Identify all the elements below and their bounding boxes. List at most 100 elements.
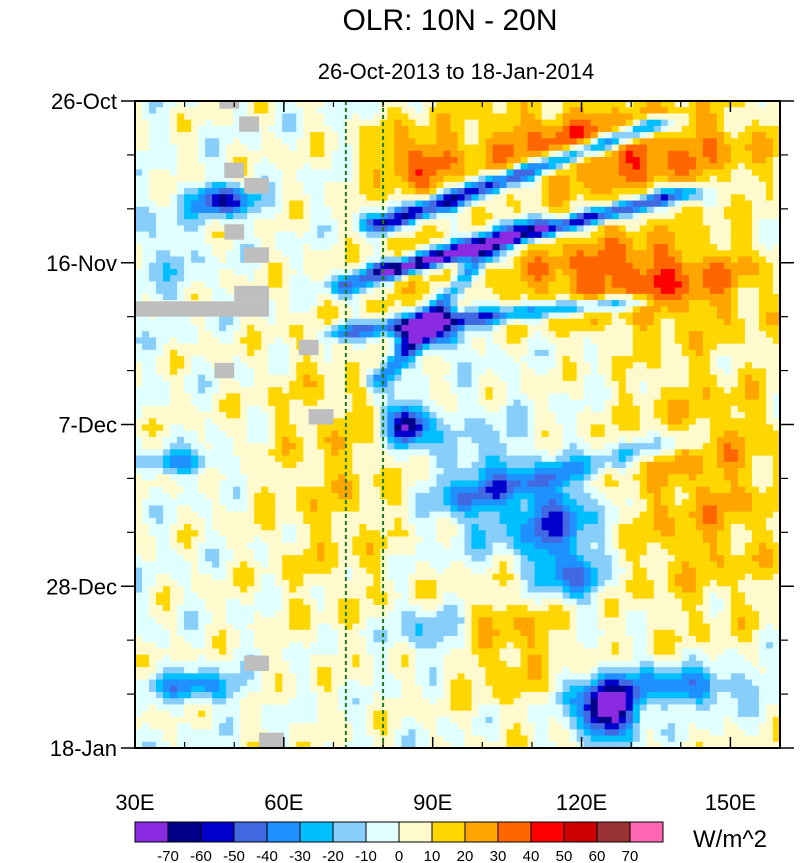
- field-cell: [331, 349, 339, 357]
- field-cell: [443, 119, 452, 127]
- field-cell: [499, 399, 508, 407]
- field-cell: [387, 256, 395, 264]
- field-cell: [226, 349, 234, 357]
- field-cell: [688, 343, 697, 351]
- field-cell: [380, 244, 388, 251]
- field-cell: [268, 412, 276, 419]
- field-cell: [548, 368, 557, 376]
- field-cell: [688, 119, 697, 127]
- field-cell: [772, 300, 780, 307]
- field-cell: [660, 144, 669, 152]
- field-cell: [541, 424, 550, 432]
- field-cell: [359, 380, 367, 388]
- field-cell: [513, 212, 522, 220]
- field-cell: [653, 368, 662, 376]
- field-cell: [506, 318, 515, 326]
- field-cell: [716, 225, 725, 233]
- field-cell: [499, 281, 508, 289]
- field-cell: [681, 212, 690, 220]
- field-cell: [590, 293, 599, 301]
- field-cell: [471, 206, 480, 214]
- field-cell: [471, 393, 480, 401]
- field-cell: [562, 237, 571, 245]
- field-cell: [632, 132, 641, 139]
- field-cell: [415, 250, 424, 258]
- field-cell: [212, 169, 220, 177]
- field-cell: [226, 387, 234, 394]
- field-cell: [394, 256, 403, 264]
- field-cell: [254, 318, 262, 326]
- field-cell: [506, 324, 515, 332]
- field-cell: [163, 125, 171, 133]
- field-cell: [702, 374, 711, 382]
- field-cell: [415, 256, 424, 264]
- field-cell: [555, 393, 564, 401]
- field-cell: [604, 393, 613, 401]
- field-cell: [611, 287, 620, 295]
- field-cell: [170, 212, 178, 220]
- field-cell: [366, 312, 374, 320]
- field-cell: [457, 181, 466, 189]
- field-cell: [170, 349, 178, 357]
- field-cell: [520, 300, 529, 307]
- field-cell: [422, 275, 431, 283]
- field-cell: [506, 331, 515, 338]
- field-cell: [163, 144, 171, 152]
- field-cell: [401, 275, 410, 283]
- field-cell: [205, 262, 213, 270]
- field-cell: [590, 181, 599, 189]
- field-cell: [646, 430, 655, 438]
- field-cell: [639, 181, 648, 189]
- field-cell: [366, 125, 374, 133]
- field-cell: [471, 362, 480, 370]
- field-cell: [604, 312, 613, 320]
- field-cell: [149, 163, 157, 171]
- field-cell: [219, 337, 227, 345]
- field-cell: [450, 293, 459, 301]
- field-cell: [695, 237, 704, 245]
- field-cell: [464, 212, 473, 220]
- field-cell: [569, 312, 578, 320]
- field-cell: [212, 412, 220, 419]
- field-cell: [702, 430, 711, 438]
- field-cell: [275, 175, 283, 183]
- field-cell: [471, 268, 480, 276]
- field-cell: [268, 387, 276, 394]
- field-cell: [282, 206, 290, 214]
- field-cell: [170, 169, 178, 177]
- field-cell: [163, 405, 171, 413]
- field-cell: [618, 412, 627, 419]
- field-cell: [401, 268, 410, 276]
- field-cell: [555, 132, 564, 139]
- field-cell: [520, 206, 529, 214]
- field-cell: [471, 300, 480, 307]
- field-cell: [646, 219, 655, 227]
- field-cell: [555, 206, 564, 214]
- field-cell: [345, 312, 353, 320]
- field-cell: [268, 132, 276, 139]
- field-cell: [674, 331, 683, 338]
- field-cell: [135, 219, 143, 227]
- field-cell: [177, 206, 185, 214]
- field-cell: [156, 175, 164, 183]
- field-cell: [177, 256, 185, 264]
- field-cell: [394, 387, 403, 394]
- field-cell: [219, 405, 227, 413]
- field-cell: [191, 256, 199, 264]
- field-cell: [730, 281, 739, 289]
- field-cell: [716, 107, 725, 115]
- field-cell: [534, 374, 543, 382]
- field-cell: [716, 262, 725, 270]
- field-cell: [240, 368, 248, 376]
- field-cell: [534, 237, 543, 245]
- field-cell: [646, 119, 655, 127]
- field-cell: [359, 368, 367, 376]
- field-cell: [268, 250, 276, 258]
- field-cell: [464, 268, 473, 276]
- field-cell: [520, 356, 529, 363]
- field-cell: [744, 125, 753, 133]
- field-cell: [261, 275, 269, 283]
- field-cell: [716, 331, 725, 338]
- field-cell: [751, 405, 760, 413]
- field-cell: [401, 343, 410, 351]
